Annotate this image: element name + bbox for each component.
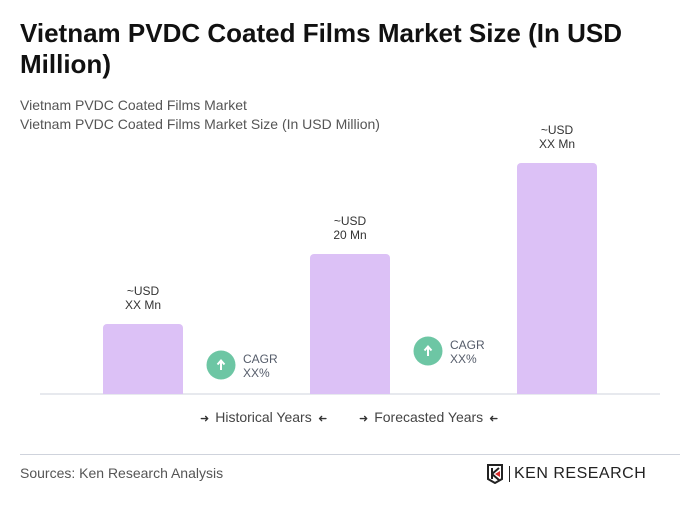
legend-forecasted-label: Forecasted Years — [374, 409, 484, 425]
data-label: 20 Mn — [333, 228, 366, 242]
cagr-value: XX% — [243, 366, 270, 380]
ken-research-logo: KEN RESEARCH — [486, 464, 646, 484]
arrow-left-icon: ➜ — [317, 413, 327, 425]
arrow-right-icon: ➜ — [359, 413, 369, 425]
footer-divider — [20, 454, 680, 455]
bar — [103, 324, 183, 394]
arrow-left-icon: ➜ — [489, 413, 499, 425]
legend-historical-label: Historical Years — [215, 409, 312, 425]
cagr-value: XX% — [450, 352, 477, 366]
data-label: ~USD — [541, 123, 574, 137]
ken-logo-icon — [487, 464, 503, 484]
data-label: ~USD — [334, 214, 367, 228]
subtitle-market: Vietnam PVDC Coated Films Market — [20, 97, 247, 113]
subtitle-size: Vietnam PVDC Coated Films Market Size (I… — [20, 116, 380, 132]
arrow-up-icon — [423, 344, 433, 356]
bar-base — [517, 390, 597, 394]
bar — [517, 163, 597, 394]
arrow-up-icon — [216, 358, 226, 370]
legend-historical: ➜ Historical Years ➜ — [200, 409, 333, 425]
arrow-right-icon: ➜ — [200, 413, 210, 425]
bar — [310, 254, 390, 394]
logo-text: KEN RESEARCH — [514, 465, 647, 482]
bar-base — [103, 390, 183, 394]
source-text: Sources: Ken Research Analysis — [20, 465, 224, 481]
cagr-label: CAGR — [450, 338, 485, 352]
data-label: XX Mn — [125, 298, 161, 312]
page-title: Vietnam PVDC Coated Films Market Size (I… — [20, 18, 622, 79]
data-label: XX Mn — [539, 137, 575, 151]
data-label: ~USD — [127, 284, 160, 298]
bar-base — [310, 390, 390, 394]
cagr-label: CAGR — [243, 352, 278, 366]
legend-forecasted: ➜ Forecasted Years ➜ — [359, 409, 504, 425]
